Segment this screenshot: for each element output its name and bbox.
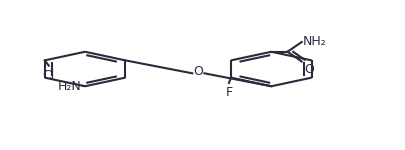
Text: F: F <box>226 86 232 99</box>
Text: Cl: Cl <box>43 69 55 82</box>
Text: O: O <box>304 63 313 76</box>
Text: O: O <box>194 65 203 78</box>
Text: H₂N: H₂N <box>58 80 82 93</box>
Text: NH₂: NH₂ <box>303 35 326 48</box>
